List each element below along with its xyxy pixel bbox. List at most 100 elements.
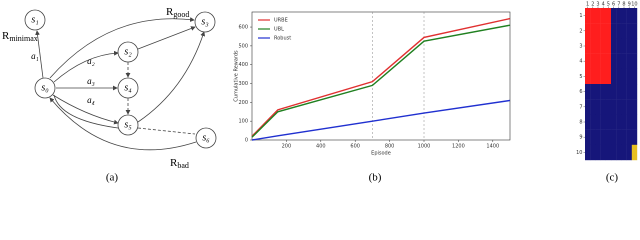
cell [621,38,627,54]
cell [616,84,622,100]
cell [605,23,612,39]
cell [590,99,596,115]
x-tick-label: 6 [612,2,615,8]
edge-label: a₄ [87,95,95,105]
x-tick-label: 3 [596,2,599,8]
node [117,77,139,99]
cell [585,68,591,85]
y-tick-label: 5 [579,74,582,80]
cell [595,38,601,54]
legend-label: URBE [274,18,288,24]
cell [616,23,622,39]
node-label: s₄ [124,82,132,93]
cell [616,38,622,54]
cell [611,8,617,24]
cell [590,68,596,85]
x-tick-label: 1 [586,2,589,8]
cell [616,68,622,85]
cell [585,129,591,145]
cell [600,144,606,161]
cell [590,84,596,100]
edge-label: a₃ [87,76,95,86]
y-tick-label: 4 [579,59,582,65]
caption: (c) [606,172,619,184]
cell [600,23,606,39]
x-tick-label: 600 [350,144,360,150]
cell [585,8,591,24]
cell [626,144,632,161]
cell [611,53,617,69]
edge-label: a₁ [31,51,39,61]
cell [626,114,632,130]
cell [605,8,612,24]
cell [605,129,612,145]
edge [52,94,119,125]
cell [585,144,591,161]
cell [631,68,638,85]
y-tick-label: 2 [579,28,582,34]
cell [600,68,606,85]
node [195,127,217,149]
cell [585,84,591,100]
cell [626,23,632,39]
y-tick-label: 7 [579,104,582,110]
y-tick-label: 400 [238,62,248,68]
reward-label: Rminimax [2,30,38,43]
cell [611,23,617,39]
node [34,77,56,99]
x-tick-label: 800 [385,144,395,150]
cell [621,84,627,100]
cell [605,144,612,161]
edge [53,94,119,129]
x-tick-label: 200 [282,144,292,150]
cell [590,129,596,145]
node [194,11,216,33]
cell [590,23,596,39]
node [24,9,46,31]
cell [600,53,606,69]
cell [631,144,638,161]
cell [631,84,638,100]
node [117,114,139,136]
y-tick-label: 1 [579,13,582,19]
cell [616,99,622,115]
y-tick-label: 300 [238,81,248,87]
cell [616,114,622,130]
node-label: s₅ [124,119,132,130]
cell [585,23,591,39]
cell [631,129,638,145]
y-tick-label: 10 [576,150,582,156]
cell [590,53,596,69]
cell [605,84,612,100]
edge [137,26,196,50]
series-line [251,24,511,138]
cell [595,114,601,130]
node [117,41,139,63]
y-axis-label: Cumulative Rewards [234,50,240,102]
cell [626,84,632,100]
y-tick-label: 6 [579,89,582,95]
cell [611,38,617,54]
cell [595,8,601,24]
y-tick-label: 200 [238,100,248,106]
cell [611,68,617,85]
x-tick-label: 7 [617,2,620,8]
cell [605,99,612,115]
cell [616,144,622,161]
cell [605,53,612,69]
cell [590,144,596,161]
cell [600,114,606,130]
cell [616,8,622,24]
reward-sub: bad [177,161,189,170]
cell [595,144,601,161]
node-label: s₆ [202,132,210,143]
x-tick-label: 4 [602,2,605,8]
edge [49,17,195,79]
edge [137,31,206,123]
node-label: s₀ [41,82,49,93]
edge-label: a₂ [87,56,95,66]
cell [595,99,601,115]
cell [611,84,617,100]
x-tick-label: 400 [316,144,326,150]
